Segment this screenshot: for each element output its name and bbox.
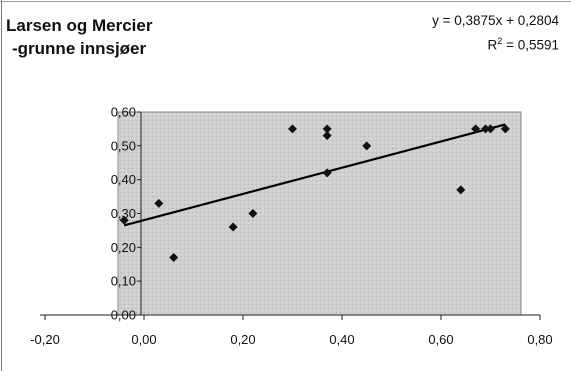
data-point [362, 141, 372, 151]
chart-title-block: Larsen og Mercier -grunne innsjøer [6, 14, 152, 60]
data-point [248, 209, 258, 218]
x-tick-label: 0,00 [131, 332, 156, 347]
chart-subtitle: -grunne innsjøer [12, 39, 147, 58]
y-tick-label: 0,40 [111, 172, 136, 187]
data-point [500, 124, 510, 134]
data-point [119, 215, 129, 225]
r-squared-superscript: 2 [497, 36, 503, 46]
y-tick-label: 0,50 [111, 138, 136, 153]
data-point [322, 168, 332, 178]
data-point [322, 131, 332, 141]
r-squared-label: R [487, 37, 498, 53]
data-point [486, 124, 495, 134]
x-tick-label: 0,80 [527, 332, 552, 347]
trendline-annotation: y = 0,3875x + 0,2804 R2 = 0,5591 [432, 10, 559, 56]
frame-edge-left [1, 0, 2, 371]
trendline-equation: y = 0,3875x + 0,2804 [432, 13, 559, 28]
x-tick-label: 0,40 [329, 332, 354, 347]
trendline-r-squared: R2 = 0,5591 [432, 31, 559, 56]
chart-title: Larsen og Mercier [6, 16, 153, 35]
y-tick-label: 0,30 [111, 206, 136, 221]
frame-edge-top [0, 1, 571, 2]
data-point [154, 198, 164, 208]
data-point [456, 185, 466, 195]
data-point [481, 124, 491, 134]
y-tick-label: 0,60 [111, 105, 136, 120]
trendline [123, 123, 506, 227]
plot-area [117, 111, 522, 316]
data-point [169, 252, 179, 262]
x-tick-label: 0,60 [428, 332, 453, 347]
data-point [228, 222, 238, 232]
r-squared-value: = 0,5591 [502, 37, 559, 53]
y-tick-label: 0,00 [111, 308, 136, 323]
data-point [288, 124, 297, 134]
y-tick-label: 0,20 [111, 240, 136, 255]
data-point [322, 124, 332, 134]
data-point [471, 124, 481, 134]
y-tick-label: 0,10 [111, 274, 136, 289]
x-tick-label: 0,20 [230, 332, 255, 347]
x-tick-label: -0,20 [30, 332, 60, 347]
